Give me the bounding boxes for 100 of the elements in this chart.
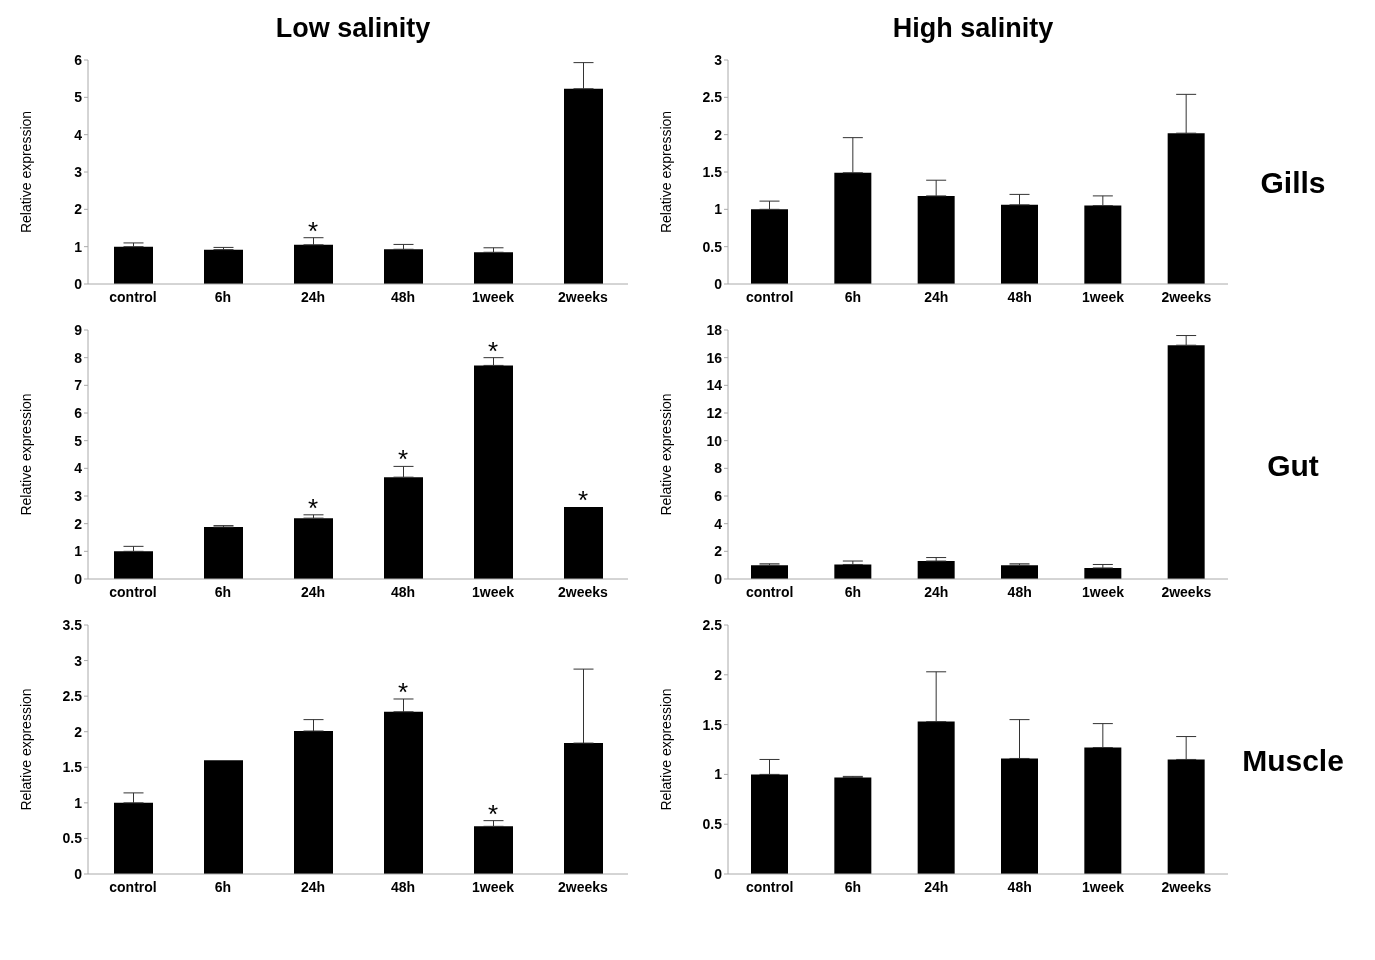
y-tick-label: 1 <box>74 238 83 255</box>
y-axis-title: Relative expression <box>17 393 34 516</box>
x-tick-label: control <box>109 583 157 600</box>
y-tick-label: 2.5 <box>702 89 723 106</box>
y-tick-label: 10 <box>706 432 723 449</box>
annotation: * <box>397 444 409 475</box>
annotation: * <box>487 335 499 366</box>
y-tick-label: 7 <box>74 377 83 394</box>
y-tick-label: 0.5 <box>702 816 723 833</box>
y-tick-label: 6 <box>74 51 83 68</box>
y-tick-label: 1.5 <box>62 759 83 776</box>
x-tick-label: 48h <box>390 583 416 600</box>
x-tick-label: 2weeks <box>558 288 609 305</box>
y-tick-label: 0 <box>74 570 83 587</box>
y-tick-label: 2 <box>74 515 83 532</box>
x-tick-label: 1week <box>1081 288 1125 305</box>
text: Muscle <box>1241 743 1345 778</box>
y-tick-label: 2 <box>74 723 83 740</box>
x-tick-label: 1week <box>1081 878 1125 895</box>
x-tick-label: 2weeks <box>1161 288 1212 305</box>
x-tick-label: 48h <box>390 288 416 305</box>
x-tick-label: 1week <box>471 583 515 600</box>
x-tick-label: 6h <box>214 583 232 600</box>
y-tick-label: 2 <box>714 666 723 683</box>
x-tick-label: 24h <box>924 878 949 895</box>
text: Gills <box>1259 166 1327 200</box>
x-tick-label: control <box>745 878 794 895</box>
x-tick-label: 48h <box>1007 288 1032 305</box>
x-tick-label: 2weeks <box>558 583 609 600</box>
y-tick-label: 16 <box>706 349 723 366</box>
annotation: * <box>397 676 409 707</box>
y-tick-label: 3 <box>74 163 83 180</box>
x-tick-label: 48h <box>1007 878 1032 895</box>
annotation: * <box>577 485 589 516</box>
x-tick-label: control <box>109 288 157 305</box>
chart-title: Low salinity <box>274 12 432 45</box>
annotation: * <box>307 215 319 246</box>
y-tick-label: 1 <box>74 543 83 560</box>
annotation: * <box>487 798 499 829</box>
x-tick-label: 1week <box>471 878 515 895</box>
y-tick-label: 3 <box>74 487 83 504</box>
y-tick-label: 5 <box>74 89 83 106</box>
y-tick-label: 0 <box>714 275 723 292</box>
y-tick-label: 1.5 <box>702 716 723 733</box>
x-tick-label: 6h <box>844 878 862 895</box>
y-axis-title: Relative expression <box>17 688 34 811</box>
y-tick-label: 1 <box>714 766 723 783</box>
x-tick-label: 2weeks <box>558 878 609 895</box>
y-tick-label: 4 <box>714 515 723 532</box>
y-tick-label: 3.5 <box>62 616 83 633</box>
y-tick-label: 0 <box>714 865 723 882</box>
y-tick-label: 2 <box>74 201 83 218</box>
y-tick-label: 12 <box>706 404 723 421</box>
x-tick-label: 48h <box>1007 583 1032 600</box>
x-tick-label: control <box>745 583 794 600</box>
y-axis-title: Relative expression <box>657 393 674 516</box>
x-tick-label: 24h <box>300 878 326 895</box>
y-tick-label: 1.5 <box>702 163 723 180</box>
y-tick-label: 6 <box>74 404 83 421</box>
y-tick-label: 1 <box>74 794 83 811</box>
y-tick-label: 2.5 <box>702 616 723 633</box>
y-tick-label: 4 <box>74 460 83 477</box>
x-tick-label: 1week <box>1081 583 1125 600</box>
y-tick-label: 4 <box>74 126 83 143</box>
y-tick-label: 8 <box>74 349 83 366</box>
y-tick-label: 8 <box>714 460 723 477</box>
text: Gut <box>1266 448 1320 483</box>
y-tick-label: 9 <box>74 321 83 338</box>
y-tick-label: 2.5 <box>62 688 83 705</box>
x-tick-label: 6h <box>214 288 232 305</box>
y-axis-title: Relative expression <box>17 110 34 234</box>
x-tick-label: 2weeks <box>1161 878 1212 895</box>
y-axis-title: Relative expression <box>657 688 674 811</box>
y-tick-label: 14 <box>706 377 723 394</box>
y-tick-label: 0 <box>74 865 83 882</box>
y-tick-label: 2 <box>714 126 723 143</box>
y-tick-label: 0.5 <box>702 238 723 255</box>
y-tick-label: 18 <box>706 321 723 338</box>
chart-title: High salinity <box>891 12 1055 45</box>
y-tick-label: 0 <box>74 275 83 292</box>
x-tick-label: 6h <box>844 288 862 305</box>
y-tick-label: 5 <box>74 432 83 449</box>
x-tick-label: 24h <box>924 583 949 600</box>
x-tick-label: 24h <box>300 583 326 600</box>
y-tick-label: 1 <box>714 201 723 218</box>
y-tick-label: 6 <box>714 487 723 504</box>
y-axis-title: Relative expression <box>657 110 674 234</box>
y-tick-label: 0 <box>714 570 723 587</box>
x-tick-label: control <box>745 288 794 305</box>
annotation: * <box>307 492 319 523</box>
x-tick-label: control <box>109 878 157 895</box>
x-tick-label: 48h <box>390 878 416 895</box>
x-tick-label: 6h <box>844 583 862 600</box>
x-tick-label: 1week <box>471 288 515 305</box>
y-tick-label: 2 <box>714 543 723 560</box>
x-tick-label: 6h <box>214 878 232 895</box>
y-tick-label: 3 <box>714 51 723 68</box>
y-tick-label: 0.5 <box>62 830 83 847</box>
x-tick-label: 2weeks <box>1161 583 1212 600</box>
y-tick-label: 3 <box>74 652 83 669</box>
